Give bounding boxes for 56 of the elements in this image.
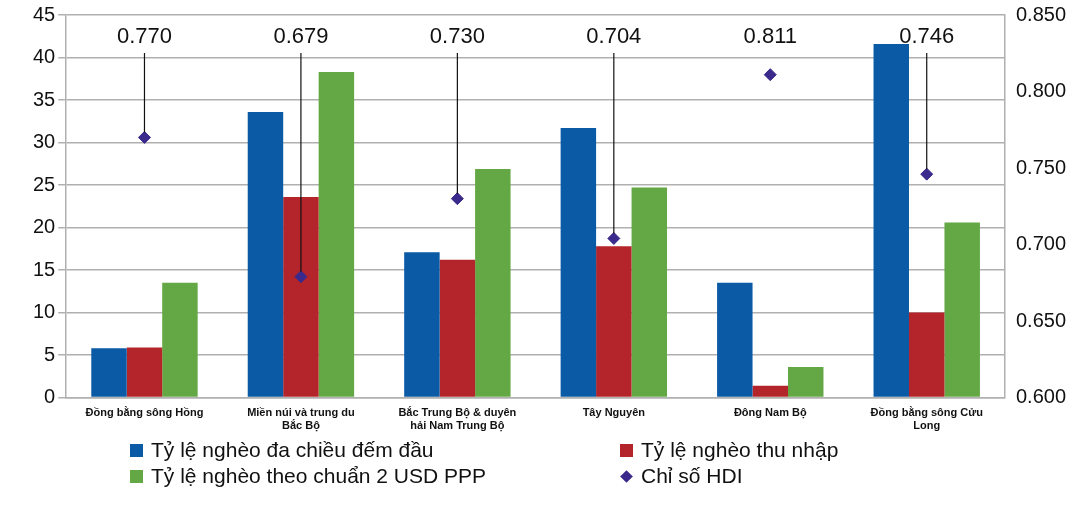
bar <box>717 282 753 397</box>
y-tick-label: 20 <box>33 215 56 238</box>
y-tick-label: 0 <box>44 385 56 408</box>
legend-label: Tỷ lệ nghèo theo chuẩn 2 USD PPP <box>151 464 487 488</box>
legend-label: Tỷ lệ nghèo thu nhập <box>641 438 839 462</box>
y-tick-label: 15 <box>33 257 56 280</box>
data-label: 0.679 <box>273 23 329 49</box>
y2-tick-label: 0.850 <box>1015 2 1067 25</box>
y-tick-label: 10 <box>33 300 56 323</box>
data-label: 0.730 <box>429 23 485 49</box>
bar <box>404 252 440 397</box>
data-label: 0.746 <box>899 23 955 49</box>
y-tick-label: 35 <box>33 87 56 110</box>
point <box>450 192 464 206</box>
bar <box>126 347 163 397</box>
y2-tick-label: 0.700 <box>1015 232 1067 255</box>
x-tick-label: Miền núi và trung du Bắc Bộ <box>247 406 355 433</box>
bar <box>91 348 127 397</box>
data-label: 0.704 <box>586 23 642 49</box>
bar <box>909 312 945 397</box>
y2-tick-label: 0.600 <box>1015 385 1067 408</box>
x-tick-label: Bắc Trung Bộ & duyên hải Nam Trung Bộ <box>398 406 517 433</box>
point <box>607 231 621 245</box>
x-tick-label: Đông Nam Bộ <box>733 406 807 420</box>
bar <box>631 187 668 397</box>
point <box>920 167 934 181</box>
y-tick-label: 5 <box>44 342 56 365</box>
point <box>294 270 308 284</box>
data-label: 0.811 <box>743 23 797 49</box>
y-tick-label: 25 <box>33 172 56 195</box>
bar <box>475 168 511 397</box>
point <box>137 130 151 144</box>
bar <box>162 282 198 397</box>
x-tick-label: Đồng bằng sông Cửu Long <box>870 406 983 432</box>
bar <box>873 43 909 397</box>
bar <box>752 385 789 397</box>
legend-label: Tỷ lệ nghèo đa chiều đếm đầu <box>151 438 434 462</box>
bar <box>318 71 355 397</box>
point <box>763 68 777 82</box>
y2-tick-label: 0.800 <box>1015 79 1067 102</box>
y-tick-label: 40 <box>33 45 56 68</box>
bar <box>247 111 284 397</box>
y-tick-label: 30 <box>33 130 56 153</box>
bar <box>439 259 476 397</box>
bar <box>596 246 632 397</box>
bar <box>944 222 980 397</box>
y2-tick-label: 0.650 <box>1015 308 1067 331</box>
y2-tick-label: 0.750 <box>1015 155 1067 178</box>
bar <box>283 196 319 397</box>
y-tick-label: 45 <box>33 2 56 25</box>
data-label: 0.770 <box>116 23 172 49</box>
x-tick-label: Tây Nguyên <box>582 406 646 419</box>
x-tick-label: Đồng bằng sông Hồng <box>85 406 204 419</box>
bar <box>560 128 597 397</box>
legend-label: Chỉ số HDI <box>641 464 743 488</box>
bar <box>788 366 824 397</box>
